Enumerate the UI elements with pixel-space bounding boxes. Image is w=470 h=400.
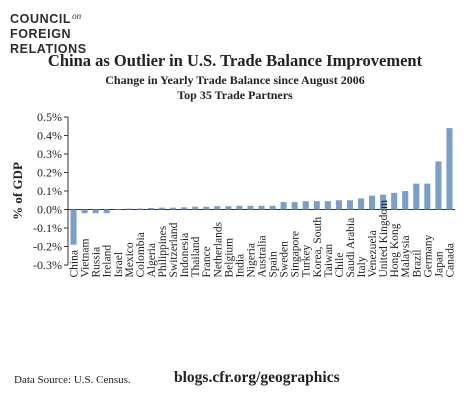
- y-tick-label: -0.2%: [33, 240, 62, 254]
- category-label: India: [234, 254, 246, 278]
- y-tick-label: 0.2%: [37, 166, 62, 180]
- y-tick-label: 0.0%: [37, 203, 62, 217]
- bar: [158, 207, 166, 210]
- category-label: Sweden: [279, 241, 291, 278]
- y-tick-label: 0.3%: [37, 147, 62, 161]
- category-label: Hong Kong: [389, 223, 401, 277]
- category-label: France: [201, 246, 213, 277]
- bar: [214, 206, 221, 210]
- bar: [92, 209, 99, 214]
- category-label: China: [69, 250, 81, 277]
- category-label: Malaysia: [400, 235, 412, 277]
- category-label: Turkey: [301, 244, 313, 277]
- category-label: Israel: [113, 252, 125, 278]
- bar: [280, 202, 287, 210]
- y-tick-label: -0.3%: [33, 258, 62, 272]
- category-label: Netherlands: [212, 221, 224, 277]
- category-label: Japan: [433, 251, 445, 277]
- bar: [335, 200, 342, 210]
- y-tick-label: 0.1%: [37, 184, 62, 198]
- category-label: Canada: [444, 243, 456, 277]
- bar: [258, 205, 265, 210]
- y-axis-label: % of GDP: [10, 162, 25, 220]
- logo-line-1: COUNCIL: [10, 12, 72, 26]
- category-label: Korea, South: [312, 217, 324, 278]
- bar: [181, 207, 188, 210]
- category-label: Ireland: [102, 245, 114, 278]
- category-label: Belgium: [223, 238, 235, 278]
- category-label: Venezuela: [367, 230, 379, 277]
- logo-line-2: FOREIGN: [10, 27, 72, 41]
- chart-subtitle: Change in Yearly Trade Balance since Aug…: [105, 73, 365, 87]
- logo-line-3: RELATIONS: [10, 42, 87, 56]
- bar: [424, 183, 431, 210]
- bar: [324, 201, 331, 210]
- category-label: Thailand: [190, 236, 202, 277]
- category-label: Mexico: [124, 242, 136, 277]
- category-label: Russia: [91, 247, 103, 278]
- chart-subtitle-2: Top 35 Trade Partners: [177, 88, 293, 102]
- bar: [81, 209, 88, 214]
- bar: [302, 201, 309, 210]
- bar: [413, 183, 420, 210]
- chart-title: China as Outlier in U.S. Trade Balance I…: [47, 51, 423, 70]
- bar: [247, 205, 254, 210]
- bar: [203, 206, 210, 210]
- bar: [391, 192, 398, 210]
- category-label: Spain: [268, 251, 280, 277]
- data-source: Data Source: U.S. Census.: [14, 374, 131, 386]
- category-label: Australia: [257, 235, 269, 277]
- y-tick-label: -0.1%: [33, 221, 62, 235]
- bar: [357, 198, 365, 210]
- bar: [269, 205, 276, 210]
- bar: [346, 200, 353, 210]
- category-label: Algeria: [146, 243, 158, 277]
- category-label: Singapore: [290, 231, 302, 278]
- y-tick-label: 0.4%: [37, 129, 62, 143]
- bar: [70, 209, 77, 245]
- bar: [225, 206, 232, 210]
- bar: [435, 161, 442, 210]
- bar: [402, 191, 409, 210]
- bar: [136, 208, 143, 210]
- category-label: Brazil: [411, 249, 423, 277]
- bar: [147, 208, 154, 210]
- category-label: Italy: [356, 256, 368, 277]
- category-label: Nigeria: [245, 243, 257, 277]
- category-label: Switzerland: [168, 222, 180, 277]
- bar: [369, 195, 376, 210]
- bar: [103, 209, 110, 214]
- bar: [170, 207, 177, 210]
- category-label: Saudi Arabia: [345, 218, 357, 278]
- logo-on: on: [72, 11, 82, 21]
- y-tick-label: 0.5%: [37, 110, 62, 124]
- bar: [125, 208, 132, 210]
- bar: [236, 205, 243, 210]
- bar: [446, 128, 453, 210]
- category-label: Germany: [422, 234, 434, 277]
- category-label: Indonesia: [179, 233, 191, 278]
- site-url: blogs.cfr.org/geographics: [174, 369, 340, 386]
- category-label: Vietnam: [80, 239, 92, 278]
- bar: [114, 209, 121, 211]
- bar: [291, 202, 298, 210]
- bar: [313, 201, 320, 210]
- category-label: Philippines: [157, 225, 169, 277]
- category-label: Colombia: [135, 232, 147, 277]
- bar: [192, 206, 199, 210]
- category-label: United Kingdom: [378, 200, 390, 278]
- category-label: Taiwan: [323, 244, 335, 278]
- bar: [380, 194, 387, 210]
- cfr-logo: COUNCILon FOREIGN RELATIONS: [10, 9, 87, 57]
- category-label: Chile: [334, 253, 346, 278]
